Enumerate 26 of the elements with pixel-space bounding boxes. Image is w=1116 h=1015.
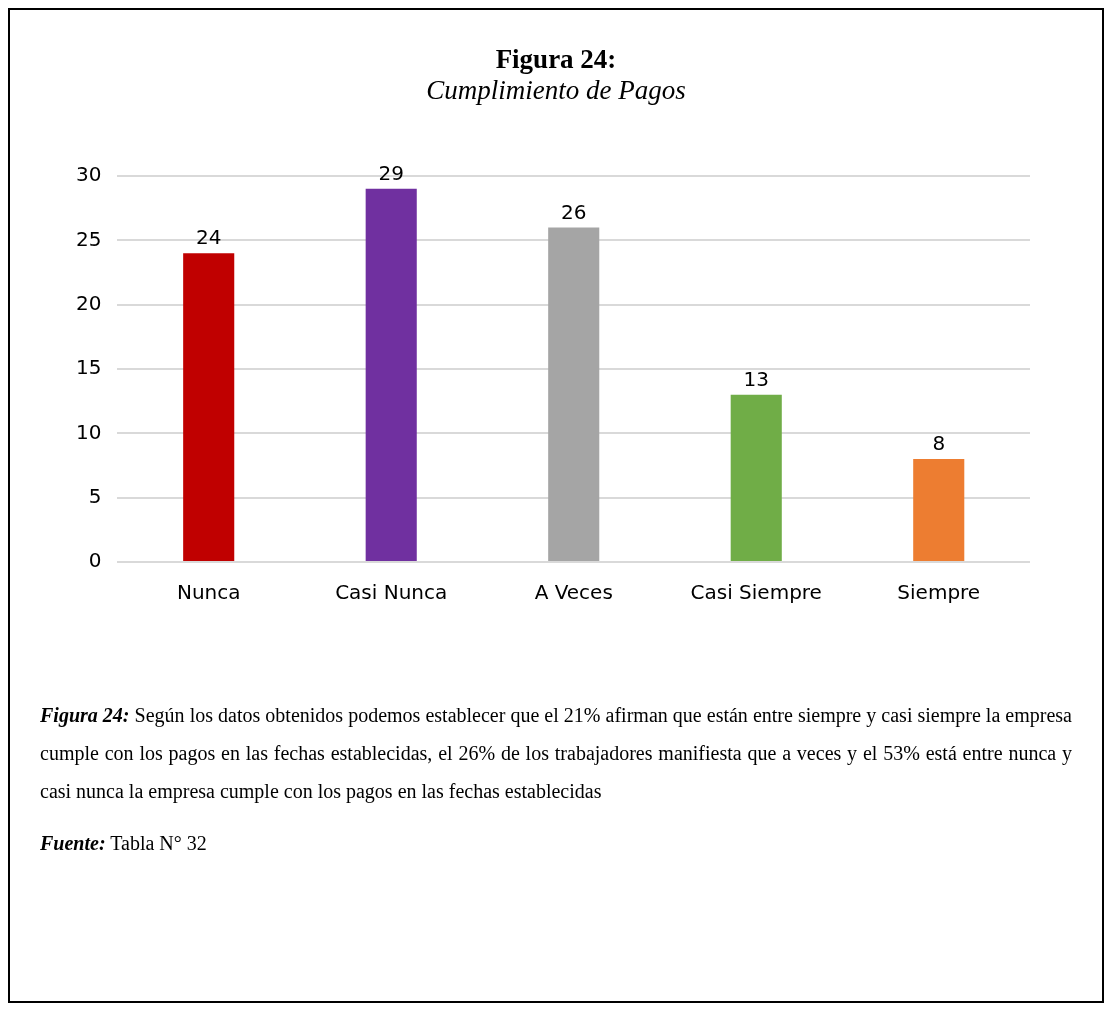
x-tick-label: A Veces: [534, 580, 613, 605]
x-tick-label: Casi Nunca: [335, 580, 448, 605]
bar: [548, 227, 600, 561]
bar: [183, 253, 235, 561]
y-tick-label: 30: [76, 162, 102, 187]
bar: [365, 188, 417, 561]
chart-subtitle: Cumplimiento de Pagos: [425, 75, 687, 106]
chart-title: Figura 24:: [494, 44, 618, 75]
data-label: 13: [743, 366, 769, 391]
x-tick-label: Siempre: [897, 580, 981, 605]
y-tick-label: 25: [76, 226, 102, 251]
y-tick-label: 0: [88, 548, 102, 573]
source-note: Fuente: Tabla N° 32: [40, 832, 207, 854]
y-tick-label: 10: [76, 419, 102, 444]
bar: [730, 394, 782, 561]
x-tick-label: Casi Siempre: [690, 580, 822, 605]
data-label: 8: [932, 431, 946, 456]
bar: [913, 459, 965, 561]
y-tick-label: 15: [76, 355, 102, 380]
x-tick-label: Nunca: [176, 580, 241, 605]
data-label: 26: [561, 199, 587, 224]
y-tick-label: 5: [88, 483, 102, 508]
data-label: 29: [378, 161, 404, 186]
y-tick-label: 20: [76, 290, 102, 315]
data-label: 24: [195, 225, 222, 250]
text: Figura 24: Según los datos obtenidos podemos establecer que el 21% afirman que están entre siempre y casi siempre la empresa cumple con los pagos en las fechas establecidas, el 26% de los trabajadores manifiesta que a veces y el 53% está entre nunca y casi nunca la empresa cumple con los pagos en las fechas establecidas: [40, 704, 1072, 802]
